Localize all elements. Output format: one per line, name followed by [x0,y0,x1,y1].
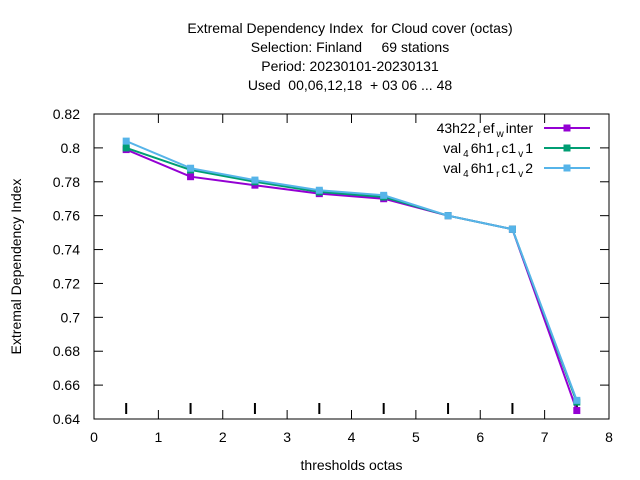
data-point [122,137,130,145]
data-point [444,212,452,220]
legend-label-part: ef [483,120,495,136]
data-point [315,186,323,194]
y-axis-label: Extremal Dependency Index [8,179,24,355]
legend-label-part: c1 [501,160,516,176]
y-tick-label: 0.76 [53,208,80,224]
legend-label-part: inter [506,120,534,136]
y-tick-label: 0.74 [53,242,80,258]
y-tick-label: 0.66 [53,377,80,393]
x-tick-label: 5 [412,429,420,445]
x-tick-label: 3 [283,429,291,445]
axes: 0.64 0.66 0.68 0.7 0.72 0.74 0.76 0.78 0.8 0.82 0 1… [53,106,613,445]
x-tick-label: 2 [219,429,227,445]
y-tick-label: 0.7 [61,309,81,325]
data-point [508,225,516,233]
data-point [122,144,130,152]
title-line: Period: 20230101-20230131 [261,58,439,74]
y-tick-label: 0.78 [53,174,80,190]
series-line [125,146,578,403]
legend-marker [563,124,571,132]
x-tick-label: 6 [476,429,484,445]
legend-label: val 4 6h1 r c1 v 2 [443,160,533,180]
x-tick-label: 0 [90,429,98,445]
series [122,137,581,415]
series-line [125,140,578,401]
legend-label-part: 1 [525,140,533,156]
legend-label-part: r [496,169,500,180]
y-tick-label: 0.82 [53,106,80,122]
legend-label-part: 4 [463,169,469,180]
legend-label-text: val [443,140,461,156]
legend-label-part: v [518,169,523,180]
data-point [573,396,581,404]
legend-label-part: r [478,129,482,140]
legend-label-text: val [443,160,461,176]
chart-title: Extremal Dependency Index for Cloud cove… [187,20,512,93]
x-tick-label: 7 [541,429,549,445]
title-line: Selection: Finland 69 stations [251,39,449,55]
data-point [187,173,195,181]
title-line: Extremal Dependency Index for Cloud cove… [187,20,512,36]
y-tick-label: 0.64 [53,411,80,427]
data-point [380,191,388,199]
legend-label-part: r [496,149,500,160]
legend-marker [563,144,571,152]
legend-label-part: 6h1 [471,160,495,176]
legend-label: 43h22 r ef w inter [437,120,534,140]
series-2 [122,137,581,404]
series-1 [122,144,581,406]
title-line: Used 00,06,12,18 + 03 06 ... 48 [248,77,453,93]
legend-label: val 4 6h1 r c1 v 1 [443,140,533,160]
data-point [573,407,581,415]
x-tick-label: 1 [154,429,162,445]
y-tick-label: 0.68 [53,343,80,359]
series-line [125,148,578,411]
legend-marker [563,164,571,172]
data-point [187,164,195,172]
legend-label-part: w [496,129,505,140]
legend-label-part: 6h1 [471,140,495,156]
sample-ticks [125,403,578,414]
legend-label-text: 43h22 [437,120,476,136]
legend-label-part: v [518,149,523,160]
x-tick-label: 8 [605,429,613,445]
legend-label-part: c1 [501,140,516,156]
series-0 [122,146,581,415]
legend-label-part: 4 [463,149,469,160]
data-point [251,176,259,184]
x-tick-label: 4 [348,429,356,445]
legend-label-part: 2 [525,160,533,176]
x-axis-label: thresholds octas [301,457,403,473]
y-tick-label: 0.8 [61,140,81,156]
y-tick-label: 0.72 [53,275,80,291]
